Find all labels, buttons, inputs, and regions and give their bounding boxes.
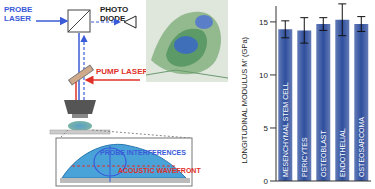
svg-text:PHOTO: PHOTO xyxy=(100,5,128,14)
svg-text:ACOUSTIC WAVEFRONT: ACOUSTIC WAVEFRONT xyxy=(118,167,201,174)
svg-text:10: 10 xyxy=(259,71,268,80)
svg-text:MESENCHYMAL STEM CELL: MESENCHYMAL STEM CELL xyxy=(282,82,289,177)
svg-text:PERICYTES: PERICYTES xyxy=(301,137,308,177)
svg-text:OSTEOSARCOMA: OSTEOSARCOMA xyxy=(358,117,365,177)
svg-text:LONGITUDINAL MODULUS M' (GPa): LONGITUDINAL MODULUS M' (GPa) xyxy=(240,36,249,163)
svg-text:5: 5 xyxy=(264,124,269,133)
svg-text:15: 15 xyxy=(259,18,268,27)
svg-text:0: 0 xyxy=(264,177,269,186)
svg-text:DIODE: DIODE xyxy=(100,14,126,23)
svg-text:LASER: LASER xyxy=(8,14,31,23)
svg-text:PROBE INTERFERENCES: PROBE INTERFERENCES xyxy=(100,149,186,156)
svg-text:ENDOTHELIAL: ENDOTHELIAL xyxy=(339,128,346,177)
svg-text:OSTEOBLAST: OSTEOBLAST xyxy=(320,130,327,177)
svg-text:PUMP LASER: PUMP LASER xyxy=(96,67,149,76)
svg-text:PROBE: PROBE xyxy=(8,5,33,14)
